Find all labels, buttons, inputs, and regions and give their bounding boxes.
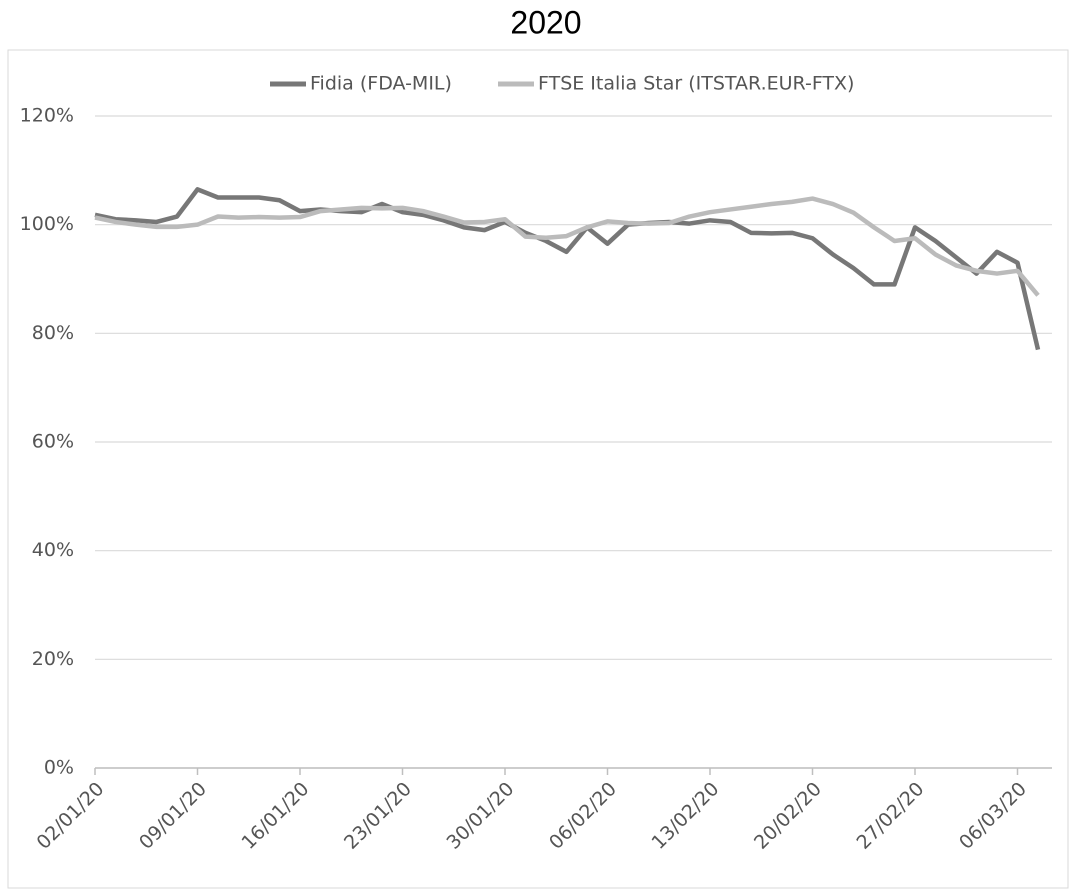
y-tick-label: 120% — [20, 105, 74, 127]
x-tick-label: 06/03/20 — [955, 778, 1031, 854]
y-tick-label: 0% — [44, 757, 74, 779]
y-tick-label: 100% — [20, 213, 74, 235]
x-tick-label: 16/01/20 — [238, 778, 314, 854]
x-tick-label: 27/02/20 — [853, 778, 929, 854]
y-tick-label: 40% — [32, 539, 74, 561]
series-line — [94, 187, 1041, 351]
y-tick-label: 20% — [32, 648, 74, 670]
x-tick-label: 30/01/20 — [443, 778, 519, 854]
series-line — [94, 196, 1040, 297]
chart-title: 2020 — [510, 4, 581, 40]
legend-label: Fidia (FDA-MIL) — [310, 73, 452, 95]
x-tick-label: 02/01/20 — [33, 778, 109, 854]
x-tick-label: 13/02/20 — [648, 778, 724, 854]
y-tick-label: 60% — [32, 431, 74, 453]
x-tick-label: 23/01/20 — [340, 778, 416, 854]
x-tick-label: 09/01/20 — [135, 778, 211, 854]
chart-frame — [7, 49, 1069, 889]
y-tick-label: 80% — [32, 322, 74, 344]
legend-label: FTSE Italia Star (ITSTAR.EUR-FTX) — [538, 73, 854, 95]
x-tick-label: 20/02/20 — [750, 778, 826, 854]
x-tick-label: 06/02/20 — [545, 778, 621, 854]
